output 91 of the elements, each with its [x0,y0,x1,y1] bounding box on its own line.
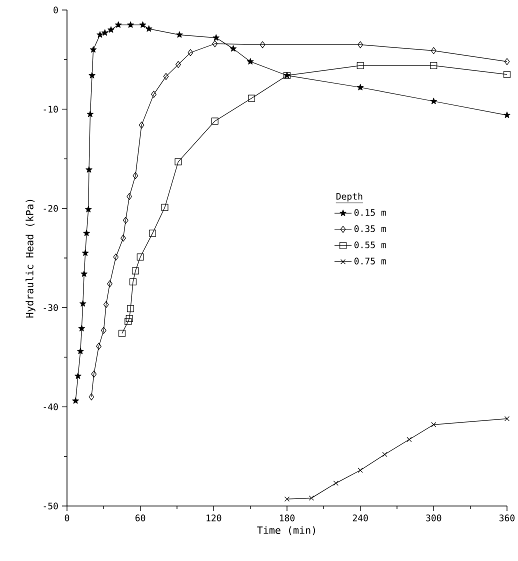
point [78,324,85,332]
point [161,204,168,211]
point [148,230,156,237]
point [101,29,108,36]
point [150,90,156,98]
x-tick-label: 180 [280,514,294,522]
point [90,46,96,53]
point [333,480,338,486]
point [175,61,181,68]
point [72,397,79,404]
point [114,21,122,28]
point [79,300,86,307]
point [145,25,152,32]
x-tick-label: 300 [426,514,441,522]
point [82,250,88,256]
point [85,166,92,173]
point [86,110,94,118]
point [260,41,266,48]
point [503,70,510,78]
point [132,172,138,180]
y-tick-label: 0 [53,6,58,14]
point [96,342,102,350]
point [100,326,106,334]
point [107,26,114,33]
point [80,270,88,277]
point [212,40,218,48]
point [126,192,132,200]
point [126,21,134,28]
y-tick-label: -30 [44,304,58,311]
point [230,45,236,52]
point [430,62,437,70]
point [188,49,193,56]
point [211,118,218,125]
point [212,34,220,41]
x-tick-label: 240 [352,514,368,522]
point [126,315,133,322]
point [76,348,84,354]
point [88,393,94,400]
point [96,31,104,38]
point [88,72,96,78]
point [84,206,92,212]
x-tick-label: 120 [206,514,221,522]
point [284,496,290,502]
point [430,47,436,54]
point [90,370,96,378]
point [503,112,510,118]
point [82,230,90,236]
legend-label: 0.75 m [354,258,386,264]
x-axis-title: Time (min) [256,526,315,536]
point [176,31,183,38]
point [132,267,139,274]
point [138,122,144,129]
point [430,422,436,428]
point [356,84,364,90]
x-tick-label: 0 [64,514,69,522]
y-axis-title: Hydraulic Head (kPa) [25,200,36,318]
point [103,301,109,308]
point [126,305,134,312]
point [122,216,128,224]
y-tick-label: -40 [44,403,58,410]
point [356,62,364,70]
point [136,254,144,261]
point [174,158,182,166]
point [120,234,126,242]
point [124,318,132,325]
point [163,72,168,80]
point [106,280,112,288]
legend-title: Depth [336,192,362,202]
point [504,58,510,66]
y-tick-label: -50 [44,502,58,510]
y-tick-label: -10 [44,106,58,113]
y-tick-label: -20 [44,204,58,212]
point [382,452,388,457]
legend-label: 0.15 m [354,209,386,216]
x-tick-label: 60 [135,514,145,522]
point [248,94,255,102]
point [112,254,118,261]
legend-label: 0.35 m [354,225,386,232]
point [246,58,254,64]
point [357,41,363,48]
point [358,468,363,473]
point [406,436,412,442]
point [118,330,126,337]
point [308,496,314,501]
legend-label: 0.55 m [354,241,386,248]
point [129,278,136,286]
point [504,416,510,422]
point [74,372,82,379]
x-tick-label: 360 [499,514,514,522]
point [139,21,146,28]
point [430,98,437,104]
